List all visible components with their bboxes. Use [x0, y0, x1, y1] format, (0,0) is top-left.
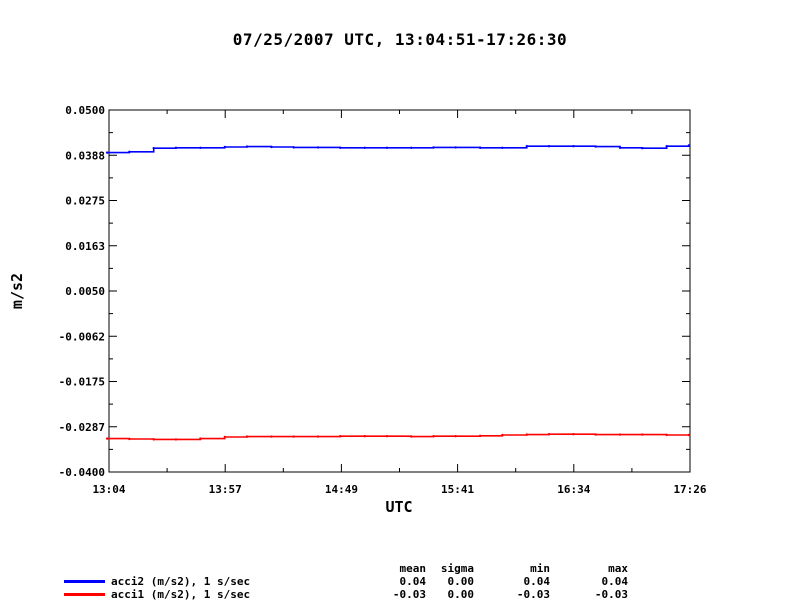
- data-point: [618, 433, 622, 436]
- series-line-2: [107, 433, 690, 441]
- data-point: [270, 435, 273, 438]
- data-point: [316, 435, 320, 438]
- y-tick-label: -0.0400: [59, 466, 105, 479]
- y-tick-label: -0.0062: [59, 330, 105, 343]
- y-tick-label: 0.0163: [65, 240, 105, 253]
- data-point: [454, 146, 457, 149]
- stat-header-sigma: sigma: [440, 562, 474, 575]
- data-point: [363, 435, 366, 438]
- y-tick-label: 0.0388: [65, 149, 105, 162]
- data-point: [501, 433, 504, 437]
- data-point: [501, 146, 504, 150]
- stat-value-mean: 0.04: [399, 575, 427, 588]
- stat-value-mean: -0.03: [392, 588, 426, 601]
- x-tick-label: 17:26: [673, 483, 706, 496]
- x-tick-label: 13:57: [209, 483, 242, 496]
- x-axis-label: UTC: [385, 498, 412, 516]
- data-point: [547, 145, 551, 148]
- data-point: [105, 151, 109, 154]
- stat-value-min: -0.03: [516, 588, 550, 601]
- data-point: [410, 435, 413, 438]
- data-point: [292, 435, 295, 438]
- data-point: [223, 435, 227, 439]
- chart-plot: 0.0500 0.0388 0.0275 0.0163 0.0050 -0.0062 -0.…: [8, 104, 707, 516]
- data-point: [432, 435, 435, 438]
- y-tick-label: 0.0275: [65, 195, 105, 208]
- data-point: [316, 146, 320, 149]
- data-point: [152, 147, 155, 150]
- stat-value-sigma: 0.00: [447, 588, 475, 601]
- stat-value-sigma: 0.00: [447, 575, 475, 588]
- data-point: [478, 434, 482, 437]
- data-point: [105, 437, 109, 440]
- legend-swatch: [64, 580, 105, 583]
- data-point: [174, 438, 178, 441]
- y-axis-label: m/s2: [8, 273, 26, 309]
- y-tick-label: 0.0050: [65, 285, 105, 298]
- data-point: [174, 146, 178, 150]
- stat-value-max: -0.03: [594, 588, 628, 601]
- data-point: [363, 146, 366, 150]
- data-point: [454, 435, 457, 438]
- data-point: [641, 147, 644, 150]
- stat-value-min: 0.04: [523, 575, 551, 588]
- data-point: [223, 145, 227, 149]
- data-point: [270, 145, 273, 149]
- series-line-1: [107, 144, 690, 154]
- data-point: [199, 146, 202, 150]
- data-point: [687, 433, 691, 437]
- data-point: [152, 438, 155, 441]
- legend-series-name: acci2 (m/s2), 1 s/sec: [111, 575, 251, 588]
- data-point: [128, 437, 131, 441]
- data-point: [618, 146, 622, 150]
- data-point: [594, 433, 597, 436]
- data-point: [292, 146, 295, 149]
- legend-row: acci2 (m/s2), 1 s/sec 0.04 0.00 0.04 0.04: [0, 575, 800, 588]
- data-point: [687, 144, 691, 147]
- chart-title: 07/25/2007 UTC, 13:04:51-17:26:30: [232, 30, 568, 49]
- data-point: [199, 437, 202, 440]
- y-tick-label: 0.0500: [65, 104, 105, 117]
- data-point: [665, 145, 668, 148]
- data-point: [525, 433, 528, 436]
- legend-swatch: [64, 593, 105, 596]
- y-tick-label: -0.0175: [59, 376, 105, 389]
- data-point: [432, 146, 435, 149]
- data-point: [245, 145, 249, 148]
- y-tick-label: -0.0287: [59, 421, 105, 434]
- legend-stats-table: mean sigma min max acci2 (m/s2), 1 s/sec 0.0…: [0, 560, 800, 605]
- data-point: [665, 433, 668, 437]
- stat-header-mean: mean: [399, 562, 427, 575]
- data-point: [525, 145, 528, 148]
- stat-value-max: 0.04: [601, 575, 629, 588]
- data-point: [385, 146, 389, 150]
- data-point: [641, 433, 644, 436]
- data-point: [245, 435, 249, 438]
- plot-area-frame: [108, 109, 691, 473]
- x-tick-label: 14:49: [325, 483, 358, 496]
- data-point: [128, 150, 131, 154]
- x-tick-label: 15:41: [441, 483, 474, 496]
- data-point: [339, 146, 342, 150]
- data-point: [572, 432, 575, 436]
- stat-header-min: min: [530, 562, 550, 575]
- stat-header-max: max: [608, 562, 628, 575]
- data-point: [594, 145, 597, 148]
- data-point: [547, 432, 551, 436]
- legend-series-name: acci1 (m/s2), 1 s/sec: [111, 588, 251, 601]
- data-point: [410, 146, 413, 150]
- data-point: [385, 435, 389, 438]
- legend-row: acci1 (m/s2), 1 s/sec -0.03 0.00 -0.03 -0.03: [0, 588, 800, 601]
- x-tick-label: 16:34: [557, 483, 590, 496]
- x-tick-label: 13:04: [92, 483, 125, 496]
- data-point: [339, 435, 342, 438]
- data-point: [478, 146, 482, 150]
- data-point: [572, 145, 575, 148]
